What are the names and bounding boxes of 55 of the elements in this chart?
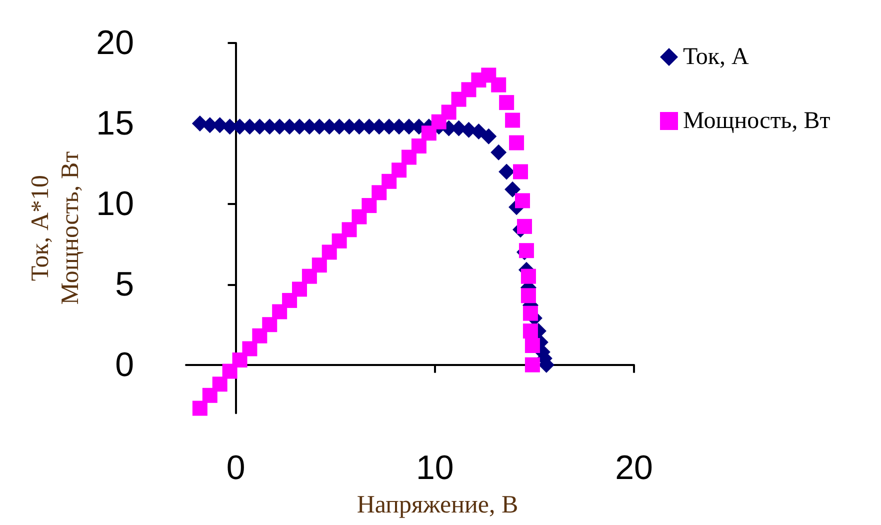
point — [382, 174, 397, 189]
point — [322, 244, 337, 260]
legend-label: Ток, А — [683, 44, 750, 70]
point — [524, 338, 540, 354]
point — [504, 181, 521, 198]
x-axis-title: Напряжение, В — [356, 492, 518, 518]
point — [212, 376, 228, 392]
point — [522, 306, 538, 321]
point — [342, 222, 357, 238]
point — [522, 324, 538, 339]
point — [262, 317, 278, 332]
y-tick-label: 15 — [96, 104, 134, 142]
point — [312, 258, 327, 273]
point — [441, 104, 456, 120]
point — [515, 193, 530, 208]
point — [421, 126, 436, 141]
x-tick-label: 10 — [416, 449, 454, 488]
legend-label: Мощность, Вт — [683, 108, 831, 134]
point — [524, 357, 540, 372]
point — [470, 124, 487, 140]
point — [402, 150, 417, 165]
point — [498, 164, 515, 180]
point — [411, 138, 426, 154]
point — [192, 400, 208, 416]
y-axis-title: Ток, А*10 Мощность, Вт — [26, 151, 84, 305]
point — [513, 164, 528, 180]
point — [282, 292, 298, 308]
point — [252, 328, 268, 344]
point — [272, 304, 288, 320]
point — [392, 162, 407, 178]
point — [516, 218, 532, 234]
point — [242, 341, 258, 356]
point — [520, 268, 536, 284]
point — [509, 135, 524, 150]
point — [202, 388, 218, 403]
x-tick-label: 0 — [226, 449, 246, 488]
point — [372, 185, 387, 200]
y-tick-label: 5 — [115, 265, 134, 304]
y-tick-label: 0 — [115, 346, 134, 384]
point — [332, 233, 347, 248]
x-tick-label: 20 — [615, 449, 653, 488]
point — [232, 352, 248, 368]
point — [302, 268, 317, 284]
y-tick-label: 10 — [96, 184, 134, 223]
point — [491, 77, 506, 92]
y-tick-label: 20 — [96, 24, 134, 62]
point — [362, 198, 377, 214]
point — [292, 282, 307, 297]
point — [480, 128, 497, 144]
point — [499, 95, 514, 110]
point — [505, 112, 520, 128]
point — [352, 209, 367, 224]
point — [222, 364, 238, 379]
point — [520, 288, 536, 304]
point — [490, 144, 507, 160]
